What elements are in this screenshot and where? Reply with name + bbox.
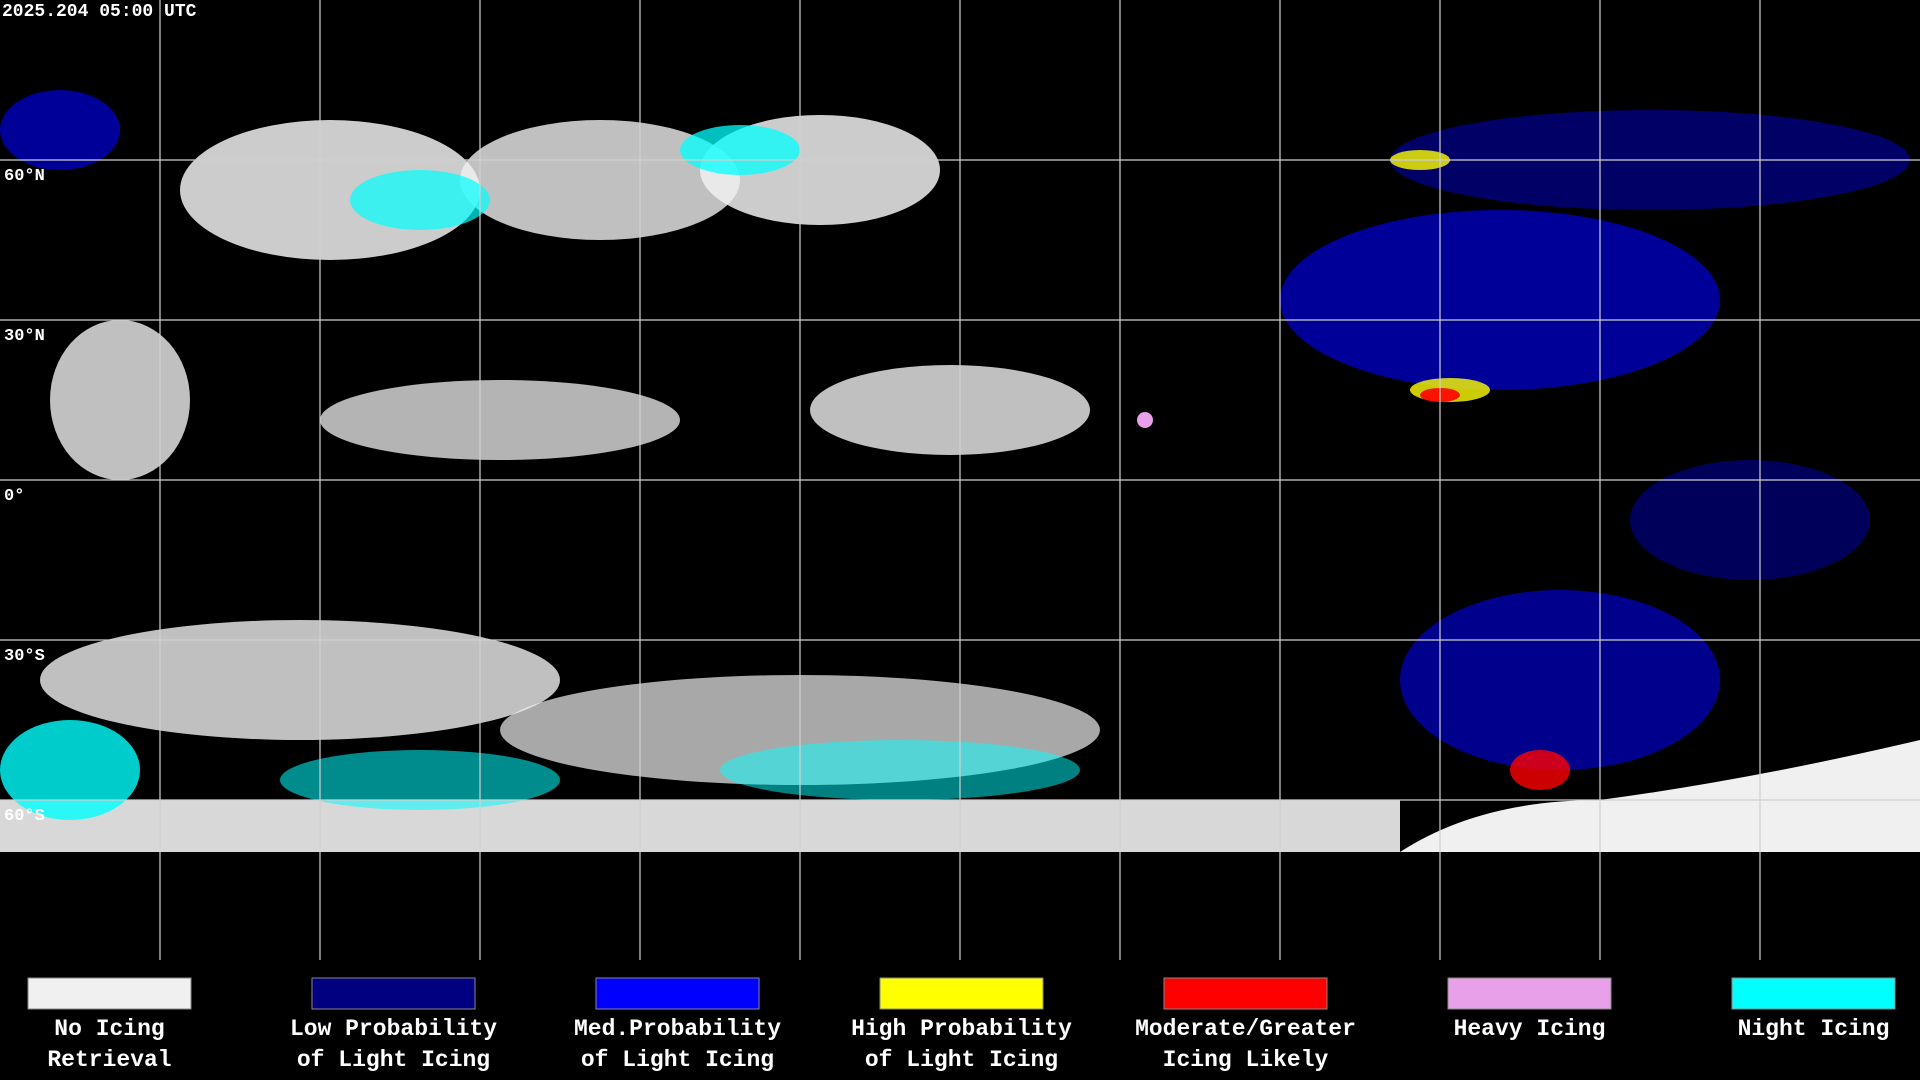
latitude-label: 30°S xyxy=(4,647,45,666)
legend-swatch xyxy=(1163,977,1328,1010)
legend-label: Moderate/Greater xyxy=(1135,1016,1356,1042)
latitude-label: 30°N xyxy=(4,327,45,346)
legend-label: Icing Likely xyxy=(1163,1047,1329,1073)
legend-label: of Light Icing xyxy=(297,1047,490,1073)
legend-swatch xyxy=(1731,977,1896,1010)
legend-label: of Light Icing xyxy=(581,1047,774,1073)
latitude-label: 0° xyxy=(4,487,24,506)
cloud-band xyxy=(0,800,1400,852)
cloud-patch xyxy=(0,720,140,820)
cloud-patch xyxy=(0,90,120,170)
legend-label: Retrieval xyxy=(47,1047,171,1073)
cloud-patch xyxy=(460,120,740,240)
latitude-labels: 60°N 30°N 0° 30°S 60°S xyxy=(4,167,45,826)
cloud-band xyxy=(1400,740,1920,852)
cloud-patch xyxy=(1280,210,1720,390)
cloud-patch xyxy=(40,620,560,740)
legend-swatch xyxy=(879,977,1044,1010)
legend-label: of Light Icing xyxy=(865,1047,1058,1073)
legend-swatch xyxy=(27,977,192,1010)
legend-label: Night Icing xyxy=(1738,1016,1890,1042)
legend-swatch xyxy=(311,977,476,1010)
legend-swatch xyxy=(1447,977,1612,1010)
legend-swatch xyxy=(595,977,760,1010)
legend-label: Med.Probability xyxy=(574,1016,781,1042)
latitude-label: 60°S xyxy=(4,807,45,826)
cloud-patch xyxy=(280,750,560,810)
cloud-patch xyxy=(720,740,1080,800)
legend-label: Heavy Icing xyxy=(1454,1016,1606,1042)
latitude-label: 60°N xyxy=(4,167,45,186)
timestamp: 2025.204 05:00 UTC xyxy=(2,2,197,22)
cloud-patch xyxy=(1630,460,1870,580)
cloud-patch xyxy=(50,320,190,480)
cloud-patch xyxy=(1137,412,1153,428)
cloud-patch xyxy=(320,380,680,460)
cloud-patch xyxy=(350,170,490,230)
cloud-patch xyxy=(1400,590,1720,770)
legend-label: No Icing xyxy=(54,1016,164,1042)
cloud-patch xyxy=(1510,750,1570,790)
cloud-patch xyxy=(680,125,800,175)
graticule xyxy=(0,0,1920,960)
legend-label: High Probability xyxy=(851,1016,1072,1042)
legend: No Icing Retrieval Low Probability of Light… xyxy=(27,977,1896,1073)
cloud-patch xyxy=(810,365,1090,455)
legend-label: Low Probability xyxy=(290,1016,497,1042)
